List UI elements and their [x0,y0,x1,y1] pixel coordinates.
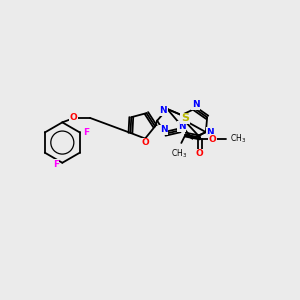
Text: O: O [142,138,150,147]
Text: F: F [53,160,59,169]
Text: N: N [178,122,185,131]
Text: N: N [160,125,167,134]
Text: N: N [160,106,167,115]
Text: O: O [209,135,216,144]
Text: CH$_3$: CH$_3$ [171,147,187,160]
Text: S: S [181,113,189,123]
Text: N: N [192,100,199,109]
Text: N: N [206,128,214,136]
Text: F: F [83,128,89,137]
Text: CH$_3$: CH$_3$ [230,133,246,145]
Text: O: O [196,149,204,158]
Text: O: O [70,113,77,122]
